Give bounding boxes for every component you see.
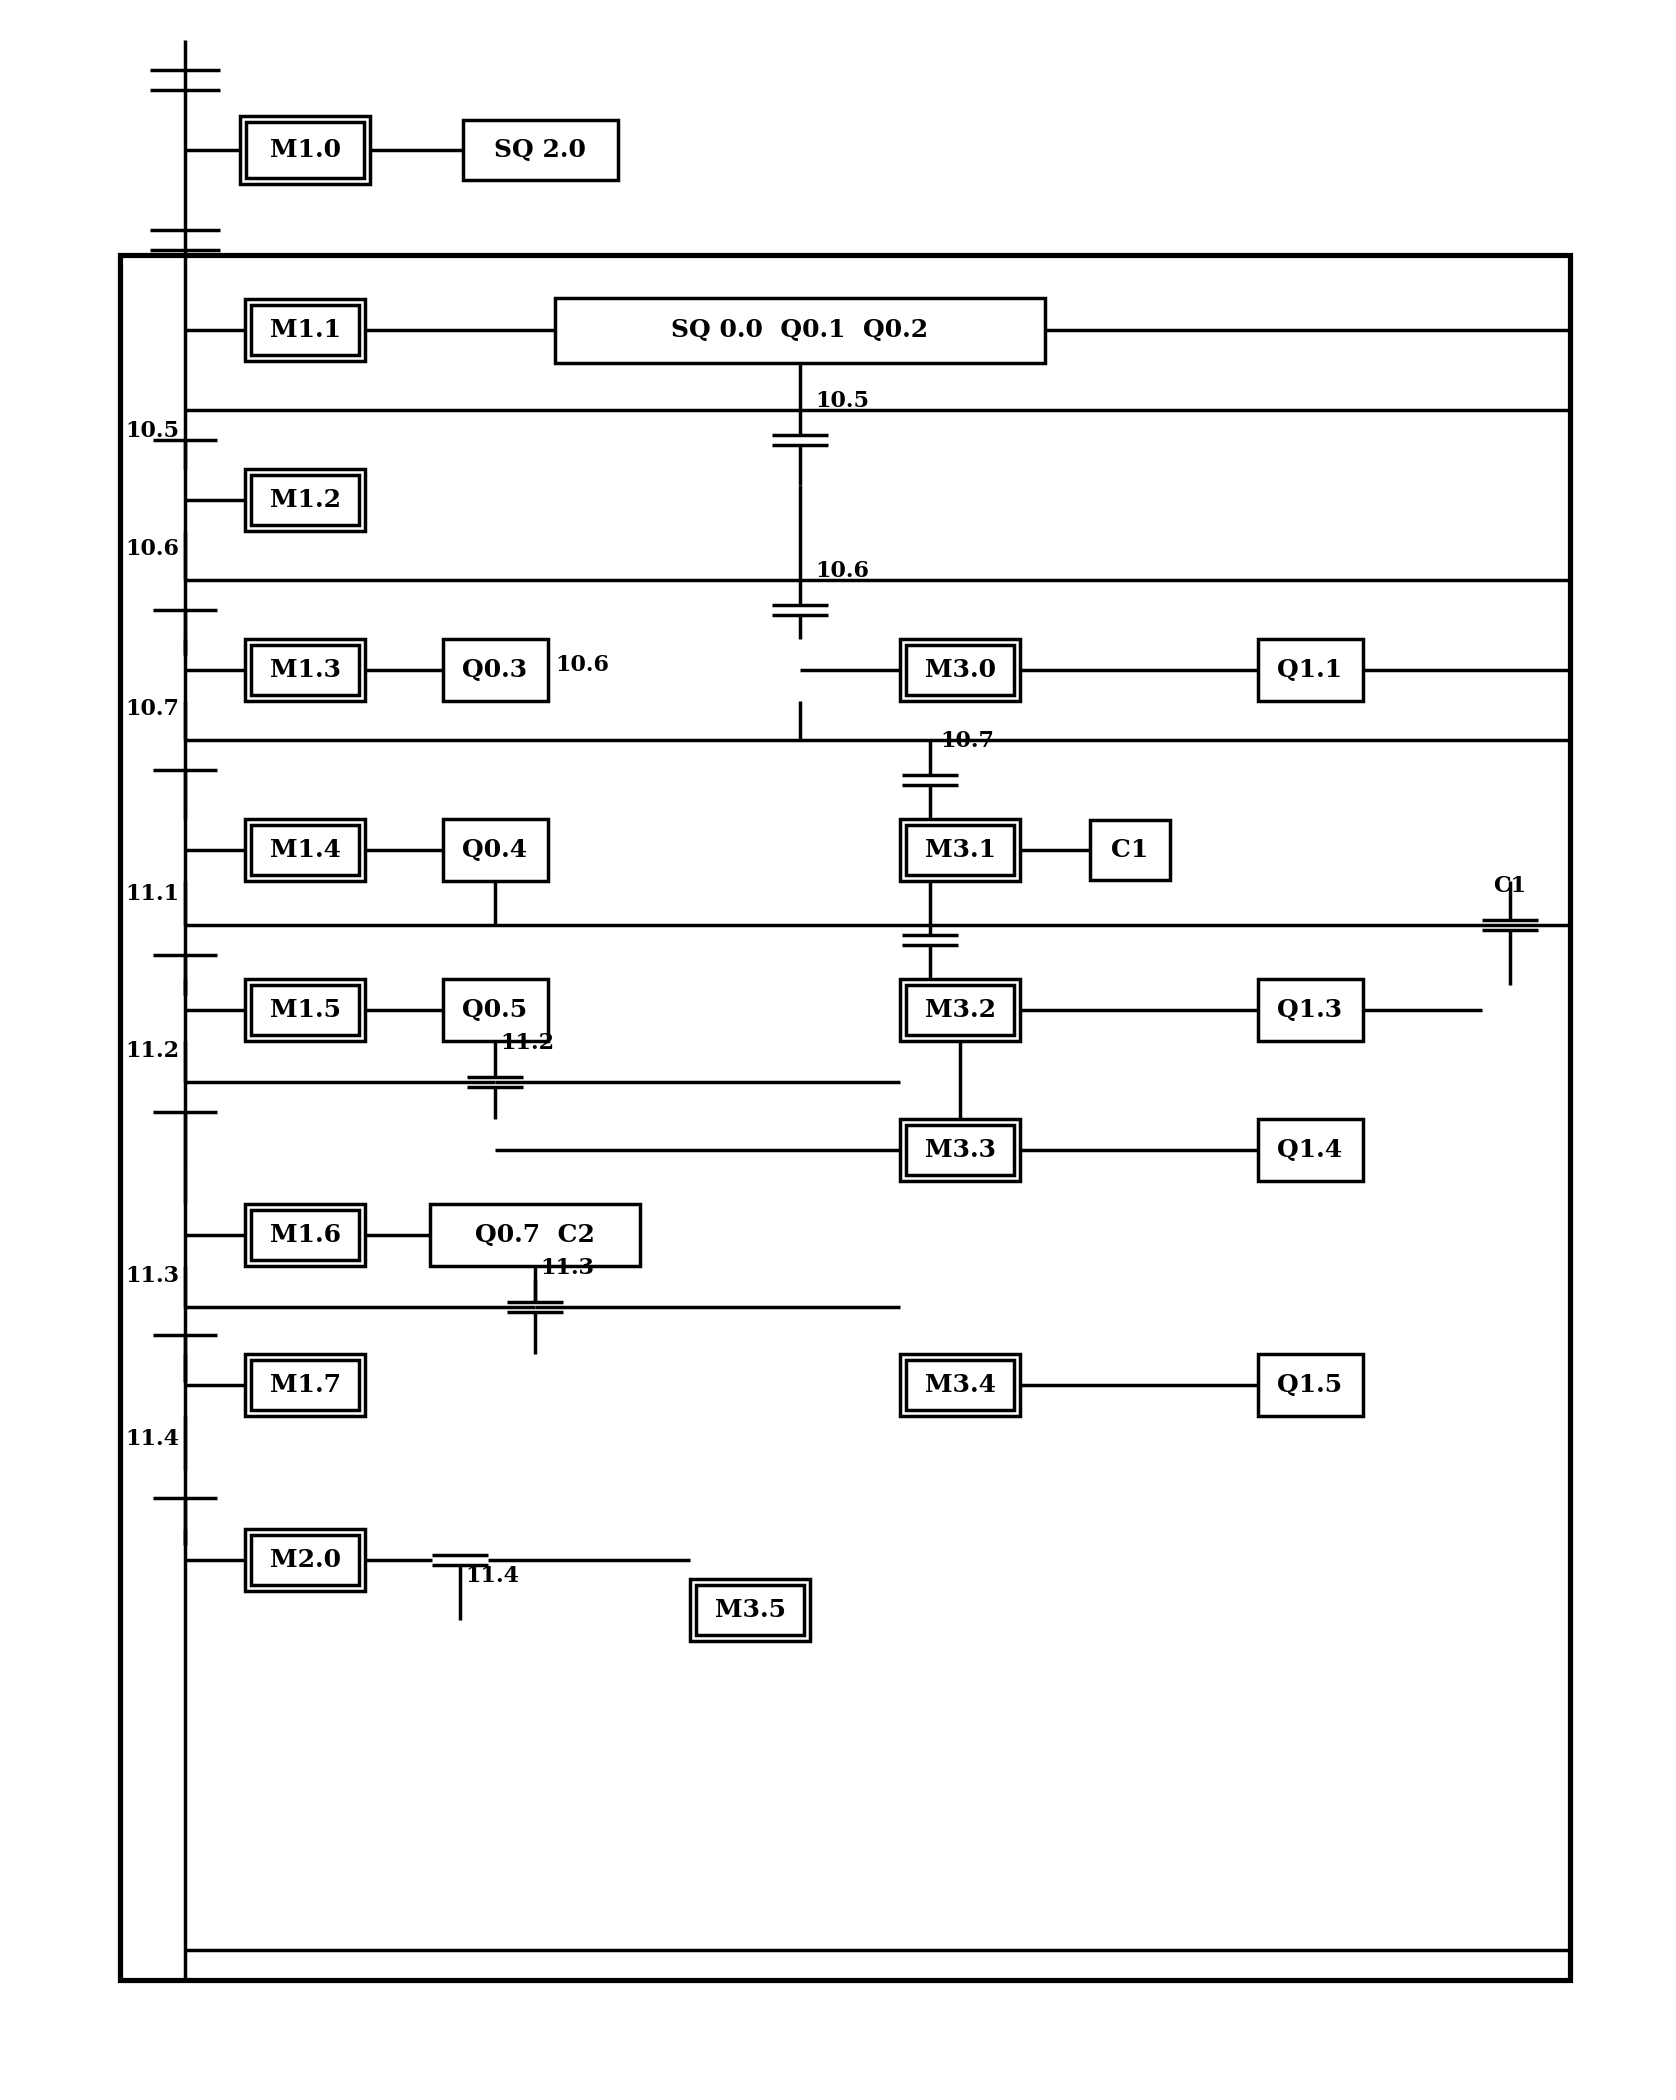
Bar <box>1089 819 1170 880</box>
Bar <box>1257 1354 1363 1415</box>
Bar <box>245 1529 365 1592</box>
Bar <box>900 979 1021 1042</box>
Text: 11.2: 11.2 <box>499 1031 555 1054</box>
Text: 11.2: 11.2 <box>126 1040 179 1063</box>
Bar <box>442 638 548 701</box>
Bar <box>442 979 548 1042</box>
Bar <box>251 475 359 525</box>
Bar <box>463 120 617 181</box>
Bar <box>431 1203 640 1266</box>
Bar <box>555 298 1046 363</box>
Bar <box>245 1354 365 1415</box>
Bar <box>251 825 359 876</box>
Bar <box>900 1119 1021 1180</box>
Bar <box>1257 638 1363 701</box>
Text: Q1.4: Q1.4 <box>1277 1138 1342 1161</box>
Text: M1.7: M1.7 <box>270 1373 340 1396</box>
Text: 11.3: 11.3 <box>126 1264 179 1287</box>
Bar <box>245 298 365 361</box>
Bar <box>251 985 359 1035</box>
Text: M1.4: M1.4 <box>270 838 340 861</box>
Text: SQ 2.0: SQ 2.0 <box>494 139 587 162</box>
Bar <box>121 254 1570 1980</box>
Text: M3.5: M3.5 <box>714 1598 786 1621</box>
Bar <box>907 1126 1014 1176</box>
Text: 10.7: 10.7 <box>940 731 994 752</box>
Bar <box>251 1535 359 1586</box>
Text: M1.3: M1.3 <box>270 657 340 682</box>
Text: M3.0: M3.0 <box>925 657 996 682</box>
Text: M3.4: M3.4 <box>925 1373 996 1396</box>
Text: SQ 0.0  Q0.1  Q0.2: SQ 0.0 Q0.1 Q0.2 <box>672 317 929 342</box>
Bar <box>245 819 365 882</box>
Bar <box>442 819 548 882</box>
Bar <box>907 1361 1014 1409</box>
Bar <box>1257 979 1363 1042</box>
Text: C1: C1 <box>1111 838 1148 861</box>
Bar <box>245 1203 365 1266</box>
Text: M1.0: M1.0 <box>270 139 340 162</box>
Bar <box>251 1210 359 1260</box>
Text: M1.2: M1.2 <box>270 487 340 512</box>
Bar <box>691 1579 810 1640</box>
Text: 11.4: 11.4 <box>126 1428 179 1449</box>
Bar <box>251 1361 359 1409</box>
Bar <box>245 468 365 531</box>
Text: 11.4: 11.4 <box>464 1564 520 1588</box>
Text: 10.5: 10.5 <box>126 420 179 441</box>
Text: Q0.4: Q0.4 <box>463 838 528 861</box>
Text: M3.3: M3.3 <box>925 1138 996 1161</box>
Bar <box>900 1354 1021 1415</box>
Text: Q0.3: Q0.3 <box>463 657 528 682</box>
Bar <box>245 638 365 701</box>
Text: Q0.7  C2: Q0.7 C2 <box>474 1222 595 1247</box>
Text: M1.6: M1.6 <box>270 1222 340 1247</box>
Bar <box>900 638 1021 701</box>
Text: 10.6: 10.6 <box>126 538 179 561</box>
Bar <box>696 1586 804 1636</box>
Text: Q1.3: Q1.3 <box>1277 998 1342 1023</box>
Text: 11.3: 11.3 <box>540 1258 593 1279</box>
Bar <box>907 645 1014 695</box>
Text: M2.0: M2.0 <box>270 1548 340 1573</box>
Text: M3.2: M3.2 <box>925 998 996 1023</box>
Text: Q0.5: Q0.5 <box>463 998 528 1023</box>
Text: M1.1: M1.1 <box>270 317 340 342</box>
Text: M3.1: M3.1 <box>925 838 996 861</box>
Text: C1: C1 <box>1493 876 1527 897</box>
Text: 10.6: 10.6 <box>555 653 610 676</box>
Text: M1.5: M1.5 <box>270 998 340 1023</box>
Bar <box>246 122 364 179</box>
Bar <box>907 825 1014 876</box>
Bar <box>251 645 359 695</box>
Bar <box>907 985 1014 1035</box>
Text: 10.6: 10.6 <box>815 561 868 582</box>
Text: Q1.1: Q1.1 <box>1277 657 1342 682</box>
Text: 11.1: 11.1 <box>126 882 179 905</box>
Bar <box>1257 1119 1363 1180</box>
Bar <box>251 304 359 355</box>
Bar <box>900 819 1021 882</box>
Text: 10.5: 10.5 <box>815 391 868 412</box>
Text: Q1.5: Q1.5 <box>1277 1373 1342 1396</box>
Text: 10.7: 10.7 <box>126 697 179 720</box>
Bar <box>245 979 365 1042</box>
Bar <box>240 116 370 185</box>
